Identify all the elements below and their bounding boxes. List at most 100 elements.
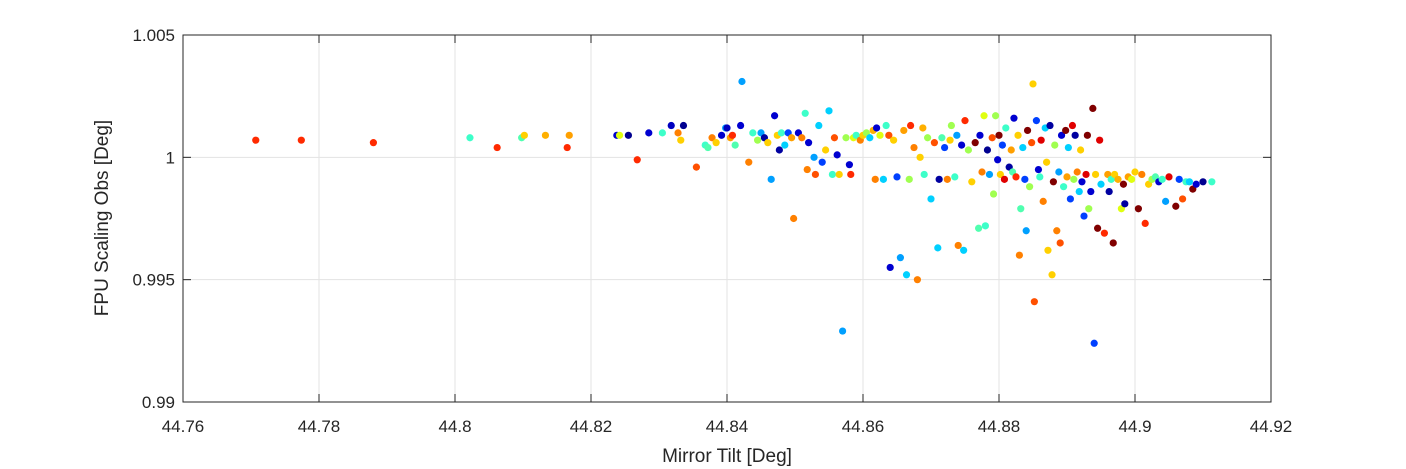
- data-point: [900, 126, 908, 135]
- data-point: [633, 156, 641, 164]
- data-point: [679, 121, 688, 130]
- data-point: [1019, 143, 1027, 152]
- data-point: [934, 244, 942, 252]
- data-point: [1053, 227, 1061, 235]
- data-point: [947, 121, 956, 130]
- data-point: [839, 327, 847, 335]
- data-point: [1023, 126, 1032, 135]
- data-point: [493, 143, 501, 152]
- data-point: [667, 121, 675, 130]
- data-point: [728, 131, 737, 139]
- data-point: [790, 214, 798, 223]
- data-point: [781, 141, 789, 149]
- data-point: [1060, 183, 1068, 191]
- data-point: [822, 146, 830, 154]
- data-point: [1075, 187, 1083, 196]
- data-point: [1036, 173, 1044, 181]
- data-point: [1049, 178, 1057, 186]
- data-point: [978, 168, 986, 176]
- y-axis-label: FPU Scaling Obs [Deg]: [92, 120, 113, 316]
- data-point: [1044, 246, 1052, 254]
- data-point: [1134, 205, 1142, 213]
- data-point: [645, 129, 653, 137]
- data-point: [1172, 202, 1180, 210]
- data-point: [994, 156, 1002, 164]
- data-point: [1015, 251, 1024, 259]
- data-point: [976, 131, 984, 139]
- data-point: [907, 121, 915, 130]
- data-point: [1087, 187, 1095, 196]
- data-point: [935, 175, 943, 183]
- data-point: [1062, 126, 1070, 135]
- data-point: [975, 224, 983, 232]
- data-point: [1002, 124, 1010, 132]
- y-tick-labels: 0.99 0.995 1 1.005: [132, 26, 175, 412]
- x-tick-label: 44.82: [570, 417, 613, 436]
- data-point: [1028, 139, 1036, 147]
- data-point: [1056, 239, 1064, 247]
- data-point: [297, 136, 305, 144]
- data-point: [1066, 195, 1074, 203]
- data-point: [1141, 219, 1149, 227]
- data-point: [1021, 175, 1029, 183]
- data-point: [767, 175, 775, 183]
- data-point: [882, 121, 890, 130]
- data-point: [953, 131, 961, 139]
- data-point: [677, 136, 685, 144]
- data-point: [919, 124, 927, 132]
- data-point: [1007, 146, 1015, 154]
- x-tick-label: 44.8: [438, 417, 471, 436]
- data-point: [985, 170, 994, 179]
- data-point: [885, 131, 893, 139]
- data-point: [913, 276, 922, 284]
- data-point: [1051, 141, 1059, 149]
- data-point: [565, 131, 573, 139]
- data-point: [873, 124, 881, 132]
- data-point: [920, 170, 928, 179]
- data-point: [692, 163, 701, 171]
- data-point: [835, 170, 843, 179]
- data-point: [890, 136, 898, 144]
- data-point: [896, 254, 905, 262]
- data-point: [1089, 104, 1097, 112]
- x-tick-label: 44.78: [298, 417, 341, 436]
- data-point: [818, 158, 826, 166]
- data-point: [971, 139, 979, 147]
- data-point: [815, 121, 823, 130]
- data-point: [1017, 205, 1025, 213]
- data-points: [252, 77, 1216, 347]
- data-point: [252, 136, 260, 144]
- data-point: [852, 131, 860, 139]
- data-point: [930, 139, 939, 147]
- data-point: [717, 131, 726, 139]
- data-point: [1064, 143, 1072, 152]
- data-point: [968, 178, 976, 186]
- data-point: [1131, 168, 1139, 176]
- data-point: [1094, 224, 1102, 232]
- data-point: [1000, 175, 1009, 183]
- data-point: [998, 141, 1007, 149]
- data-point: [1128, 175, 1136, 183]
- data-point: [1175, 175, 1183, 183]
- data-point: [1097, 180, 1105, 188]
- data-point: [1158, 175, 1166, 183]
- data-point: [1010, 114, 1018, 122]
- x-tick-label: 44.88: [978, 417, 1021, 436]
- data-point: [810, 153, 818, 161]
- data-point: [1100, 229, 1108, 237]
- data-point: [954, 241, 962, 250]
- data-point: [1138, 170, 1146, 179]
- data-point: [871, 175, 879, 183]
- data-point: [1090, 339, 1098, 347]
- y-tick-label: 1.005: [132, 26, 175, 45]
- data-point: [996, 170, 1004, 179]
- data-point: [1192, 180, 1200, 188]
- data-point: [1073, 168, 1081, 176]
- data-point: [1105, 187, 1113, 196]
- data-point: [563, 143, 571, 152]
- data-point: [658, 129, 667, 137]
- data-point: [1199, 178, 1207, 186]
- data-point: [964, 146, 973, 154]
- y-tick-label: 1: [166, 148, 175, 167]
